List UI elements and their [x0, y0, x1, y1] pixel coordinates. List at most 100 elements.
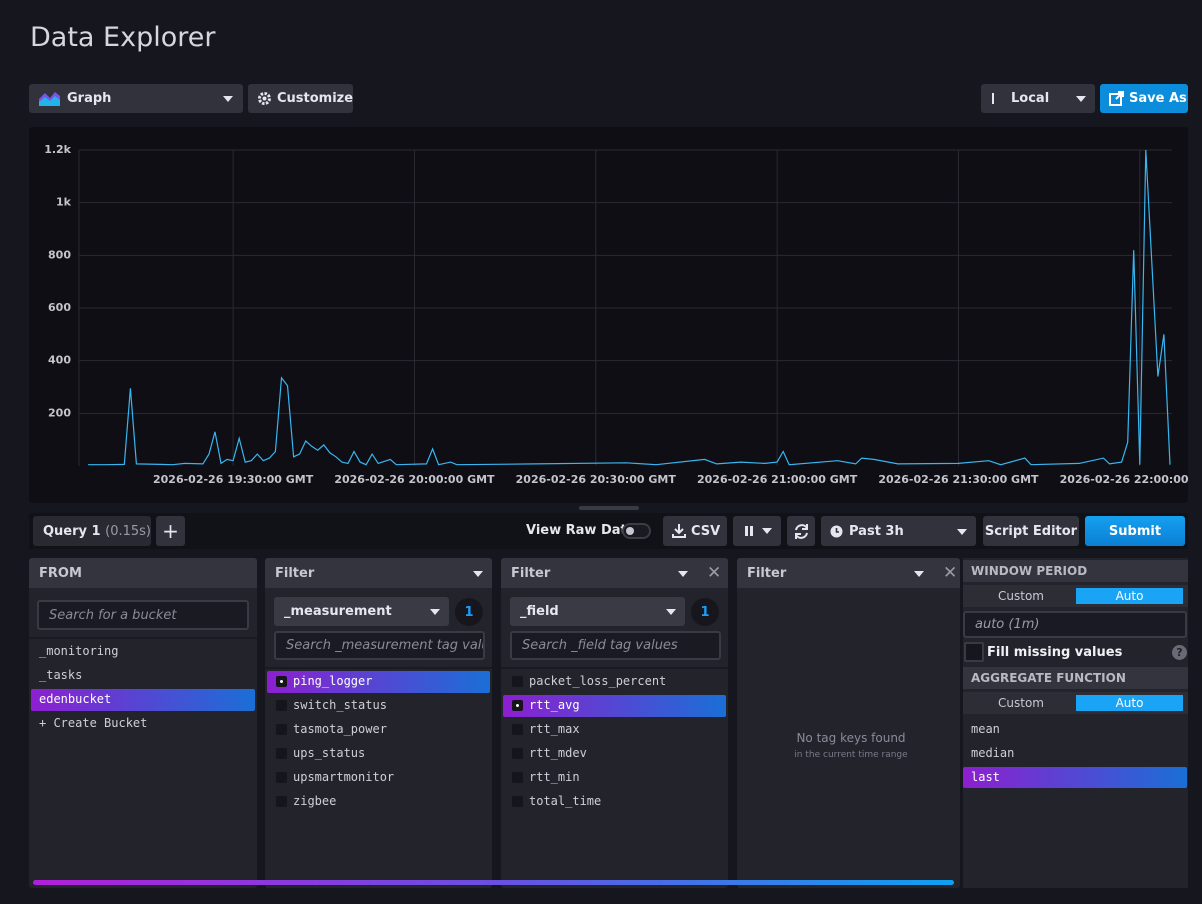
timezone-label: Local: [1011, 91, 1050, 106]
panel-header: Filter: [737, 558, 960, 588]
window-toggle: Custom Auto: [963, 585, 1188, 607]
resize-handle[interactable]: [579, 506, 639, 510]
x-tick-label: 2026-02-26 20:30:00 GMT: [516, 473, 677, 486]
bucket-search[interactable]: Search for a bucket: [37, 600, 249, 630]
refresh-button[interactable]: [787, 516, 815, 546]
fill-label: Fill missing values: [987, 645, 1123, 660]
list-item[interactable]: rtt_min: [503, 767, 726, 789]
close-button[interactable]: ✕: [707, 563, 722, 583]
key-dropdown[interactable]: _measurement: [274, 597, 449, 626]
list-item[interactable]: upsmartmonitor: [267, 767, 490, 789]
submit-label: Submit: [1108, 523, 1162, 539]
page-title: Data Explorer: [30, 22, 216, 53]
aggregate-panel: WINDOW PERIOD Custom Auto auto (1m) Fill…: [963, 558, 1188, 888]
x-tick-label: 2026-02-26 21:00:00 GMT: [697, 473, 858, 486]
graph-type-dropdown[interactable]: Graph: [29, 84, 243, 113]
script-editor-button[interactable]: Script Editor: [983, 516, 1079, 546]
raw-data-toggle[interactable]: [622, 523, 651, 539]
list-item[interactable]: total_time: [503, 791, 726, 813]
selection-count: 1: [691, 598, 719, 626]
checkbox: [276, 676, 287, 687]
item-label: ups_status: [293, 746, 366, 760]
from-panel: FROM Search for a bucket _monitoring _tas…: [29, 558, 257, 888]
checkbox: [276, 700, 287, 711]
list-item[interactable]: edenbucket: [31, 689, 255, 711]
help-icon[interactable]: ?: [1172, 645, 1187, 660]
check-dot: [280, 680, 283, 683]
checkbox: [276, 796, 287, 807]
caret: [223, 96, 233, 102]
y-tick-label: 800: [48, 248, 71, 261]
query-tab[interactable]: Query 1 (0.15s): [33, 516, 151, 546]
x-tick-label: 2026-02-26 19:30:00 GMT: [153, 473, 314, 486]
time-range-dropdown[interactable]: Past 3h: [821, 516, 976, 546]
key-dropdown[interactable]: _field: [510, 597, 685, 626]
close-button[interactable]: ✕: [943, 563, 958, 583]
query-time: (0.15s): [105, 523, 151, 539]
customize-button[interactable]: Customize: [248, 84, 353, 113]
list-item[interactable]: zigbee: [267, 791, 490, 813]
customize-label: Customize: [277, 91, 354, 106]
save-as-button[interactable]: Save As: [1100, 84, 1188, 113]
pause-button[interactable]: [733, 516, 781, 546]
timezone-icon: [992, 93, 994, 104]
panel-header: FROM: [29, 558, 257, 588]
list-item[interactable]: _monitoring: [31, 641, 255, 663]
custom-option[interactable]: Custom: [998, 696, 1044, 710]
window-input[interactable]: auto (1m): [963, 611, 1187, 638]
checkbox: [276, 772, 287, 783]
item-label: packet_loss_percent: [529, 674, 667, 688]
chart: 200 400 600 800 1k 1.2k 2026-02-26 19:30:00 GM…: [44, 143, 1188, 486]
submit-button[interactable]: Submit: [1085, 516, 1185, 546]
view-raw-label: View Raw Data: [526, 523, 636, 538]
add-query-button[interactable]: +: [156, 516, 185, 546]
function-toggle: Custom Auto: [963, 692, 1188, 714]
function-item[interactable]: median: [963, 743, 1187, 764]
item-label: _monitoring: [39, 644, 119, 658]
item-label: edenbucket: [39, 692, 112, 706]
list-item[interactable]: rtt_avg: [503, 695, 726, 717]
list-item[interactable]: switch_status: [267, 695, 490, 717]
checkbox: [512, 772, 523, 783]
check-dot: [516, 704, 519, 707]
y-tick-label: 1k: [56, 196, 72, 209]
timezone-dropdown[interactable]: Local: [981, 84, 1095, 113]
item-label: rtt_max: [529, 722, 580, 736]
item-label: zigbee: [293, 794, 337, 808]
graph-type-label: Graph: [67, 91, 112, 106]
list-item[interactable]: ping_logger: [267, 671, 490, 693]
list-item[interactable]: _tasks: [31, 665, 255, 687]
tag-search[interactable]: Search _measurement tag values: [274, 631, 485, 660]
csv-button[interactable]: CSV: [663, 516, 727, 546]
filter-panel: Filter _measurement 1 Search _measuremen…: [265, 558, 492, 888]
item-label: rtt_avg: [529, 698, 580, 712]
checkbox: [512, 676, 523, 687]
auto-option[interactable]: Auto: [1076, 695, 1183, 711]
save-icon: [1109, 91, 1124, 106]
scrollbar[interactable]: [33, 880, 954, 885]
filter-panel: Filter ✕ No tag keys found in the curren…: [737, 558, 960, 888]
list-item[interactable]: ups_status: [267, 743, 490, 765]
data-line: [88, 149, 1171, 466]
list-item[interactable]: + Create Bucket: [31, 713, 255, 735]
item-label: total_time: [529, 794, 602, 808]
filter-panel: Filter ✕ _field 1 Search _field tag valu…: [501, 558, 728, 888]
y-tick-label: 400: [48, 354, 71, 367]
item-label: tasmota_power: [293, 722, 387, 736]
item-label: upsmartmonitor: [293, 770, 395, 784]
list-item[interactable]: rtt_max: [503, 719, 726, 741]
list-item[interactable]: tasmota_power: [267, 719, 490, 741]
list-item[interactable]: packet_loss_percent: [503, 671, 726, 693]
function-item[interactable]: last: [963, 767, 1187, 788]
function-item[interactable]: mean: [963, 719, 1187, 740]
list-item[interactable]: rtt_mdev: [503, 743, 726, 765]
fill-checkbox[interactable]: [964, 642, 984, 662]
caret: [1076, 96, 1086, 102]
key-label: _measurement: [284, 604, 392, 619]
tag-search[interactable]: Search _field tag values: [510, 631, 721, 660]
checkbox: [512, 700, 523, 711]
checkbox: [276, 748, 287, 759]
custom-option[interactable]: Custom: [998, 589, 1044, 603]
time-range-label: Past 3h: [849, 523, 904, 539]
auto-option[interactable]: Auto: [1076, 588, 1183, 604]
